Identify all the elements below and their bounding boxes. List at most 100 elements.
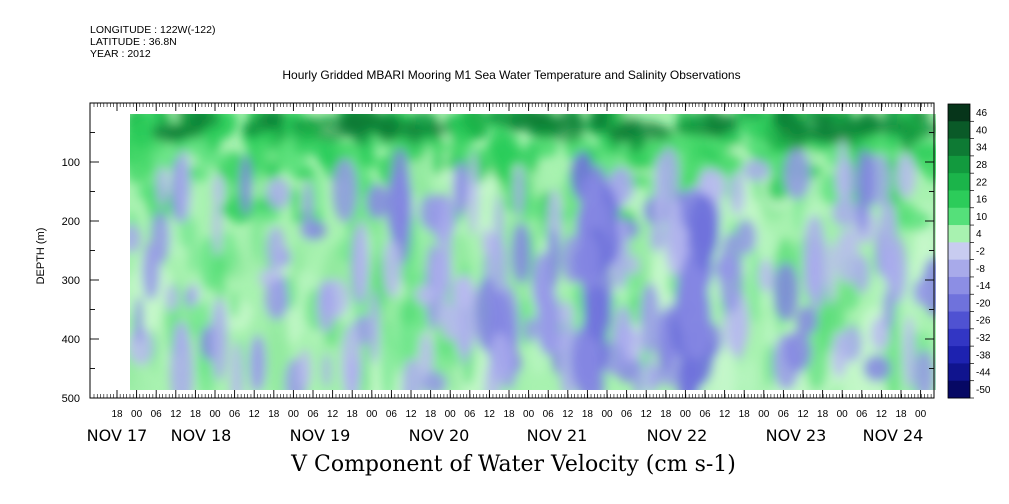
x-hour-tick-label: 12 — [562, 409, 574, 420]
heatmap-cell — [742, 140, 773, 153]
colorbar-label: -14 — [976, 281, 991, 292]
heatmap-cell — [645, 355, 656, 390]
colorbar-swatch — [948, 242, 970, 261]
x-hour-tick-label: 00 — [837, 409, 849, 420]
heatmap-cell — [911, 114, 931, 124]
heatmap-cell — [861, 121, 884, 134]
heatmap-cell — [156, 166, 168, 208]
x-hour-tick-label: 18 — [895, 409, 907, 420]
heatmap-cell — [694, 125, 729, 137]
heatmap-cell — [400, 300, 415, 326]
y-axis-label: DEPTH (m) — [35, 228, 47, 285]
x-hour-tick-label: 18 — [190, 409, 202, 420]
heatmap-cell — [303, 180, 313, 238]
x-hour-tick-label: 06 — [543, 409, 555, 420]
colorbar-label: -44 — [976, 368, 991, 379]
heatmap-cell — [267, 297, 290, 390]
heatmap-cell — [748, 246, 761, 324]
heatmap-cell — [382, 238, 402, 298]
heatmap-cell — [266, 226, 286, 271]
heatmap-cell — [742, 159, 770, 182]
heatmap-cell — [230, 341, 244, 390]
heatmap-cell — [332, 158, 358, 223]
x-hour-tick-label: 18 — [582, 409, 594, 420]
y-tick-label: 200 — [62, 216, 80, 228]
heatmap-cell — [387, 120, 419, 138]
heatmap-cell — [706, 114, 740, 124]
x-hour-tick-label: 12 — [327, 409, 339, 420]
heatmap-cell — [784, 330, 812, 373]
heatmap-cell — [870, 317, 891, 351]
x-hour-tick-label: 06 — [386, 409, 398, 420]
colorbar-label: -8 — [976, 264, 985, 275]
heatmap-cell — [130, 223, 142, 254]
heatmap-cell — [184, 136, 215, 158]
colorbar-label: 40 — [976, 125, 988, 136]
heatmap-cell — [173, 320, 189, 354]
heatmap-cell — [764, 342, 775, 390]
heatmap-cell — [322, 353, 331, 388]
heatmap-cell — [481, 226, 492, 255]
heatmap-cell — [856, 148, 869, 235]
heatmap-cell — [259, 114, 287, 128]
x-hour-tick-label: 06 — [464, 409, 476, 420]
heatmap-cell — [796, 306, 818, 336]
colorbar-label: -2 — [976, 247, 985, 258]
heatmap-cell — [882, 288, 895, 329]
heatmap-cell — [733, 114, 768, 135]
heatmap-cell — [513, 164, 525, 218]
x-day-label: NOV 20 — [409, 426, 470, 445]
colorbar-label: -32 — [976, 333, 991, 344]
heatmap-cell — [729, 171, 745, 216]
heatmap-cell — [451, 275, 475, 308]
x-hour-tick-label: 12 — [797, 409, 809, 420]
heatmap-cell — [899, 117, 914, 153]
heatmap-cell — [583, 285, 612, 341]
heatmap-cell — [369, 288, 380, 365]
heatmap-cell — [613, 305, 633, 353]
colorbar-swatch — [948, 190, 970, 209]
y-tick-label: 500 — [62, 393, 80, 405]
heatmap-cell — [640, 282, 661, 355]
heatmap-cell — [192, 114, 221, 129]
heatmap-cell — [246, 126, 264, 136]
colorbar-swatch — [948, 294, 970, 312]
heatmap-cell — [254, 138, 270, 169]
x-day-label: NOV 17 — [87, 426, 148, 445]
metadata-block: LONGITUDE : 122W(-122) LATITUDE : 36.8N … — [90, 24, 215, 60]
colorbar-swatch — [948, 346, 970, 364]
heatmap-cell — [298, 348, 312, 390]
x-day-label: NOV 22 — [647, 426, 708, 445]
longitude-label: LONGITUDE : 122W(-122) — [90, 24, 216, 36]
colorbar-swatch — [948, 138, 970, 157]
heatmap-cell — [263, 160, 281, 180]
heatmap-cell — [637, 125, 674, 142]
heatmap-cell — [174, 126, 189, 140]
heatmap-cell — [289, 186, 301, 214]
colorbar-label: -20 — [976, 298, 991, 309]
heatmap-cell — [229, 292, 240, 318]
chart-title: Hourly Gridded MBARI Mooring M1 Sea Wate… — [282, 68, 741, 82]
heatmap-cell — [379, 320, 396, 390]
x-day-label: NOV 21 — [527, 426, 588, 445]
heatmap-cell — [546, 228, 560, 290]
heatmap-cell — [633, 359, 645, 390]
colorbar-swatch — [948, 311, 970, 330]
x-hour-tick-label: 00 — [915, 409, 927, 420]
heatmap-cell — [876, 119, 903, 136]
heatmap-cell — [264, 279, 289, 320]
heatmap-cell — [316, 129, 348, 142]
x-hour-tick-label: 12 — [249, 409, 261, 420]
heatmap-cell — [335, 140, 353, 158]
heatmap-cell — [348, 351, 358, 390]
heatmap-cell — [373, 216, 383, 297]
heatmap-cell — [292, 139, 326, 156]
heatmap-cell — [658, 147, 680, 208]
x-hour-tick-label: 12 — [641, 409, 653, 420]
heatmap-cell — [914, 349, 935, 390]
x-day-label: NOV 24 — [863, 426, 924, 445]
heatmap-cell — [223, 156, 243, 218]
heatmap-cell — [430, 252, 452, 296]
heatmap-cell — [187, 215, 198, 275]
